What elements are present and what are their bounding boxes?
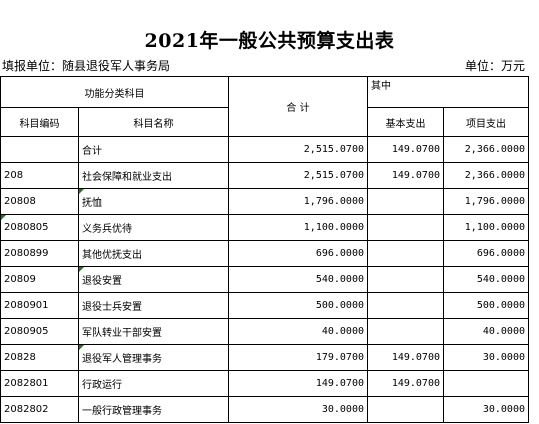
cell-marker-icon (79, 345, 84, 350)
row-code-text: 2080805 (4, 222, 49, 233)
row-basic (367, 266, 444, 293)
row-project: 40.0000 (443, 318, 529, 345)
row-name: 抚恤 (78, 188, 229, 215)
row-basic (367, 240, 444, 267)
row-name: 行政运行 (78, 370, 229, 397)
table-row: 20809 退役安置 540.0000 540.0000 (0, 266, 529, 293)
table-row: 合计 2,515.0700 149.0700 2,366.0000 (0, 136, 529, 163)
row-project: 2,366.0000 (443, 162, 529, 189)
row-name-text: 退役士兵安置 (82, 302, 142, 313)
row-name: 退役士兵安置 (78, 292, 229, 319)
row-name: 合计 (78, 136, 229, 163)
row-code: 2080899 (0, 240, 79, 267)
row-name-text: 一般行政管理事务 (82, 406, 162, 417)
row-total: 30.0000 (228, 396, 368, 423)
header-of-which: 其中 (367, 76, 529, 108)
table-row: 2080901 退役士兵安置 500.0000 500.0000 (0, 292, 529, 319)
row-project: 30.0000 (443, 344, 529, 371)
budget-table: 功能分类科目 合 计 其中 科目编码 科目名称 基本支出 项目支出 合计 2,5… (0, 76, 529, 423)
row-code: 20808 (0, 188, 79, 215)
table-row: 20828 退役军人管理事务 179.0700 149.0700 30.0000 (0, 344, 529, 371)
header-project: 项目支出 (443, 107, 529, 137)
row-project: 500.0000 (443, 292, 529, 319)
header-basic: 基本支出 (367, 107, 444, 137)
row-project: 1,100.0000 (443, 214, 529, 241)
row-total: 540.0000 (228, 266, 368, 293)
row-basic (367, 318, 444, 345)
row-name: 退役军人管理事务 (78, 344, 229, 371)
row-basic (367, 214, 444, 241)
row-basic: 149.0700 (367, 370, 444, 397)
row-code-text: 2080905 (4, 326, 49, 337)
cell-marker-icon (1, 215, 6, 220)
cell-marker-icon (79, 189, 84, 194)
row-name: 军队转业干部安置 (78, 318, 229, 345)
page-title: 2021年一般公共预算支出表 (144, 30, 395, 52)
row-project: 696.0000 (443, 240, 529, 267)
row-code-text: 2080901 (4, 300, 49, 311)
row-project (443, 370, 529, 397)
row-code: 208 (0, 162, 79, 189)
row-basic: 149.0700 (367, 136, 444, 163)
row-basic: 149.0700 (367, 344, 444, 371)
row-project: 2,366.0000 (443, 136, 529, 163)
row-basic (367, 396, 444, 423)
row-code: 2080805 (0, 214, 79, 241)
row-name: 一般行政管理事务 (78, 396, 229, 423)
row-project: 540.0000 (443, 266, 529, 293)
row-code-text: 20808 (4, 196, 36, 207)
row-total: 40.0000 (228, 318, 368, 345)
row-name-text: 其他优抚支出 (82, 250, 142, 261)
table-row: 2080899 其他优抚支出 696.0000 696.0000 (0, 240, 529, 267)
table-row: 20808 抚恤 1,796.0000 1,796.0000 (0, 188, 529, 215)
row-code-text: 2082801 (4, 378, 49, 389)
reporting-unit: 填报单位：随县退役军人事务局 (2, 59, 171, 73)
row-project: 30.0000 (443, 396, 529, 423)
row-code: 2080905 (0, 318, 79, 345)
row-name-text: 军队转业干部安置 (82, 328, 162, 339)
row-name: 退役安置 (78, 266, 229, 293)
row-code: 2080901 (0, 292, 79, 319)
row-code (0, 136, 79, 163)
row-total: 149.0700 (228, 370, 368, 397)
header-func-category: 功能分类科目 (0, 76, 229, 108)
row-total: 2,515.0700 (228, 136, 368, 163)
cell-marker-icon (79, 267, 84, 272)
row-total: 500.0000 (228, 292, 368, 319)
row-total: 1,100.0000 (228, 214, 368, 241)
row-name: 其他优抚支出 (78, 240, 229, 267)
row-name: 义务兵优待 (78, 214, 229, 241)
header-code: 科目编码 (0, 107, 79, 137)
row-code-text: 20828 (4, 352, 36, 363)
row-basic (367, 188, 444, 215)
row-code-text: 2080899 (4, 248, 49, 259)
header-total: 合 计 (228, 76, 368, 137)
row-code: 2082802 (0, 396, 79, 423)
table-row: 2082801 行政运行 149.0700 149.0700 (0, 370, 529, 397)
row-name: 社会保障和就业支出 (78, 162, 229, 189)
row-name-text: 行政运行 (82, 380, 122, 391)
row-basic: 149.0700 (367, 162, 444, 189)
row-code: 20828 (0, 344, 79, 371)
row-code: 20809 (0, 266, 79, 293)
row-code: 2082801 (0, 370, 79, 397)
currency-unit: 单位：万元 (464, 59, 525, 73)
row-total: 1,796.0000 (228, 188, 368, 215)
row-total: 2,515.0700 (228, 162, 368, 189)
row-name-text: 退役军人管理事务 (82, 354, 162, 365)
row-name-text: 义务兵优待 (82, 224, 132, 235)
header-name: 科目名称 (78, 107, 229, 137)
row-project: 1,796.0000 (443, 188, 529, 215)
row-total: 179.0700 (228, 344, 368, 371)
table-row: 208 社会保障和就业支出 2,515.0700 149.0700 2,366.… (0, 162, 529, 189)
table-row: 2080905 军队转业干部安置 40.0000 40.0000 (0, 318, 529, 345)
row-basic (367, 292, 444, 319)
row-code-text: 2082802 (4, 404, 49, 415)
row-name-text: 抚恤 (82, 198, 102, 209)
row-code-text: 20809 (4, 274, 36, 285)
table-row: 2080805 义务兵优待 1,100.0000 1,100.0000 (0, 214, 529, 241)
row-total: 696.0000 (228, 240, 368, 267)
row-name-text: 退役安置 (82, 276, 122, 287)
table-row: 2082802 一般行政管理事务 30.0000 30.0000 (0, 396, 529, 423)
